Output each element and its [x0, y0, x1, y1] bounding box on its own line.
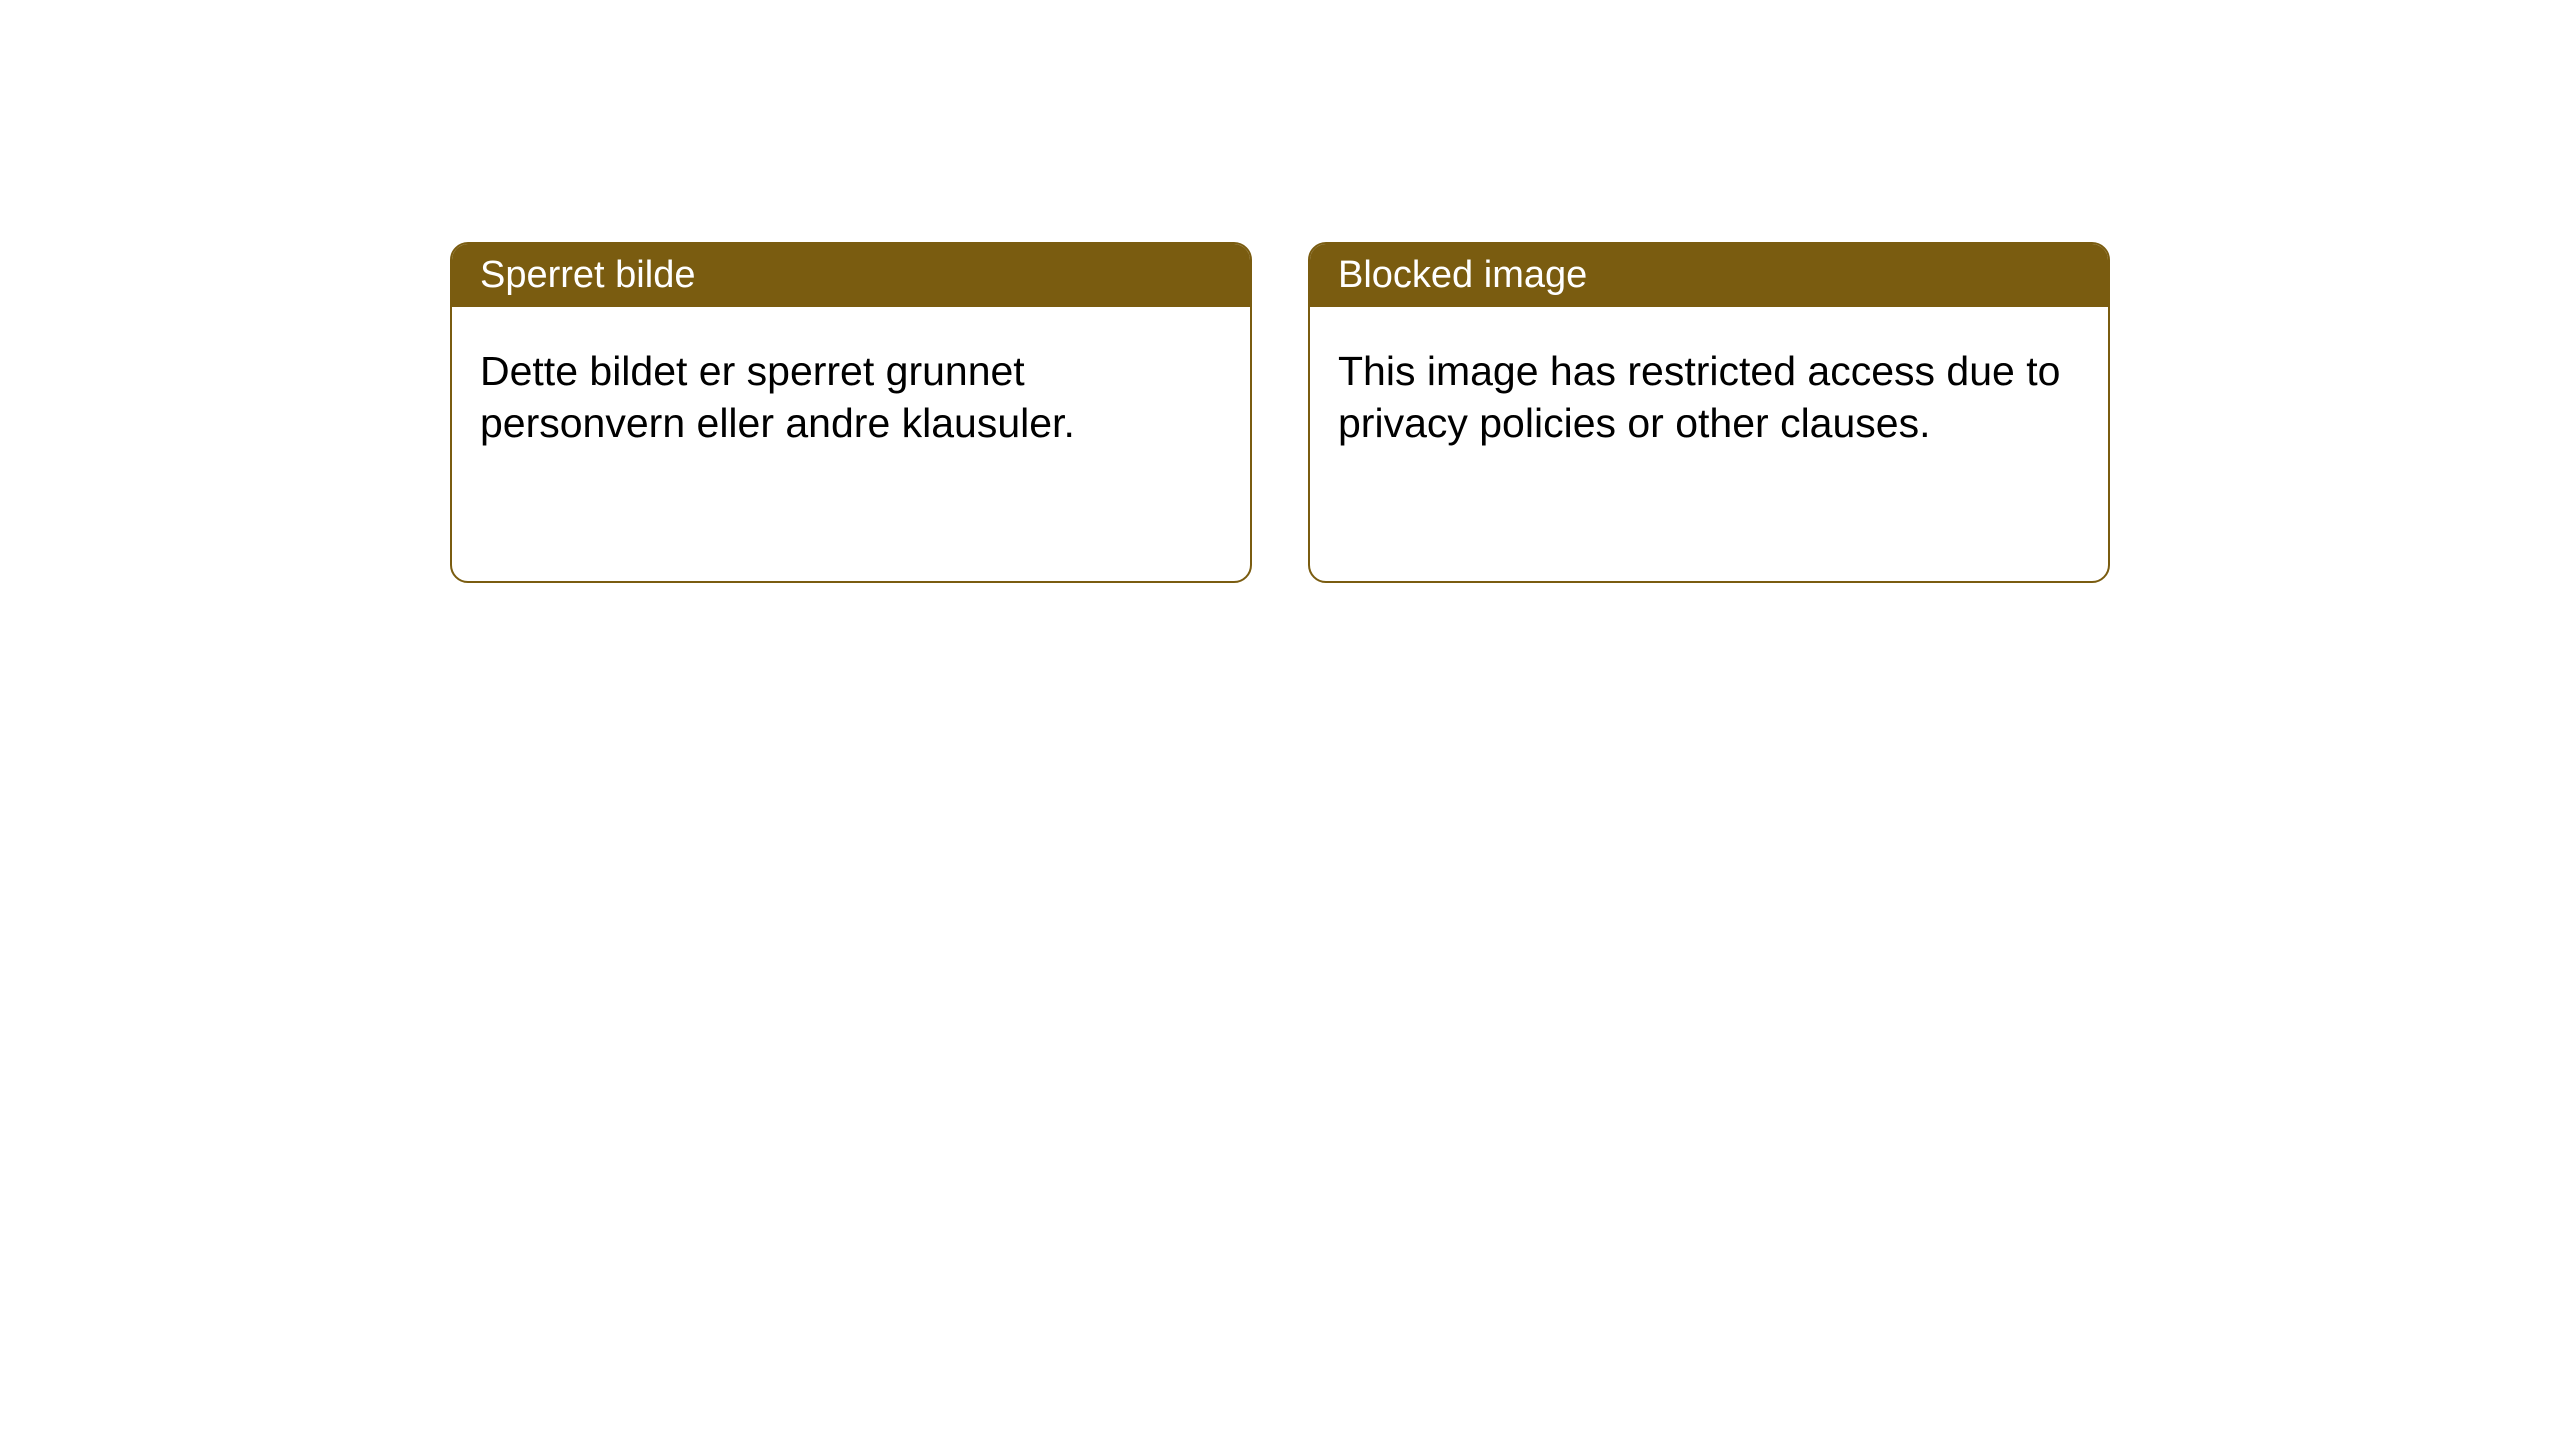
notice-title-no: Sperret bilde	[480, 254, 695, 296]
notice-body-text-no: Dette bildet er sperret grunnet personve…	[480, 348, 1075, 446]
notice-body-text-en: This image has restricted access due to …	[1338, 348, 2060, 446]
notice-title-en: Blocked image	[1338, 254, 1587, 296]
notice-container: Sperret bilde Dette bildet er sperret gr…	[450, 242, 2110, 583]
notice-body-en: This image has restricted access due to …	[1310, 307, 2108, 581]
notice-header-en: Blocked image	[1310, 244, 2108, 307]
notice-card-en: Blocked image This image has restricted …	[1308, 242, 2110, 583]
notice-header-no: Sperret bilde	[452, 244, 1250, 307]
notice-body-no: Dette bildet er sperret grunnet personve…	[452, 307, 1250, 581]
notice-card-no: Sperret bilde Dette bildet er sperret gr…	[450, 242, 1252, 583]
